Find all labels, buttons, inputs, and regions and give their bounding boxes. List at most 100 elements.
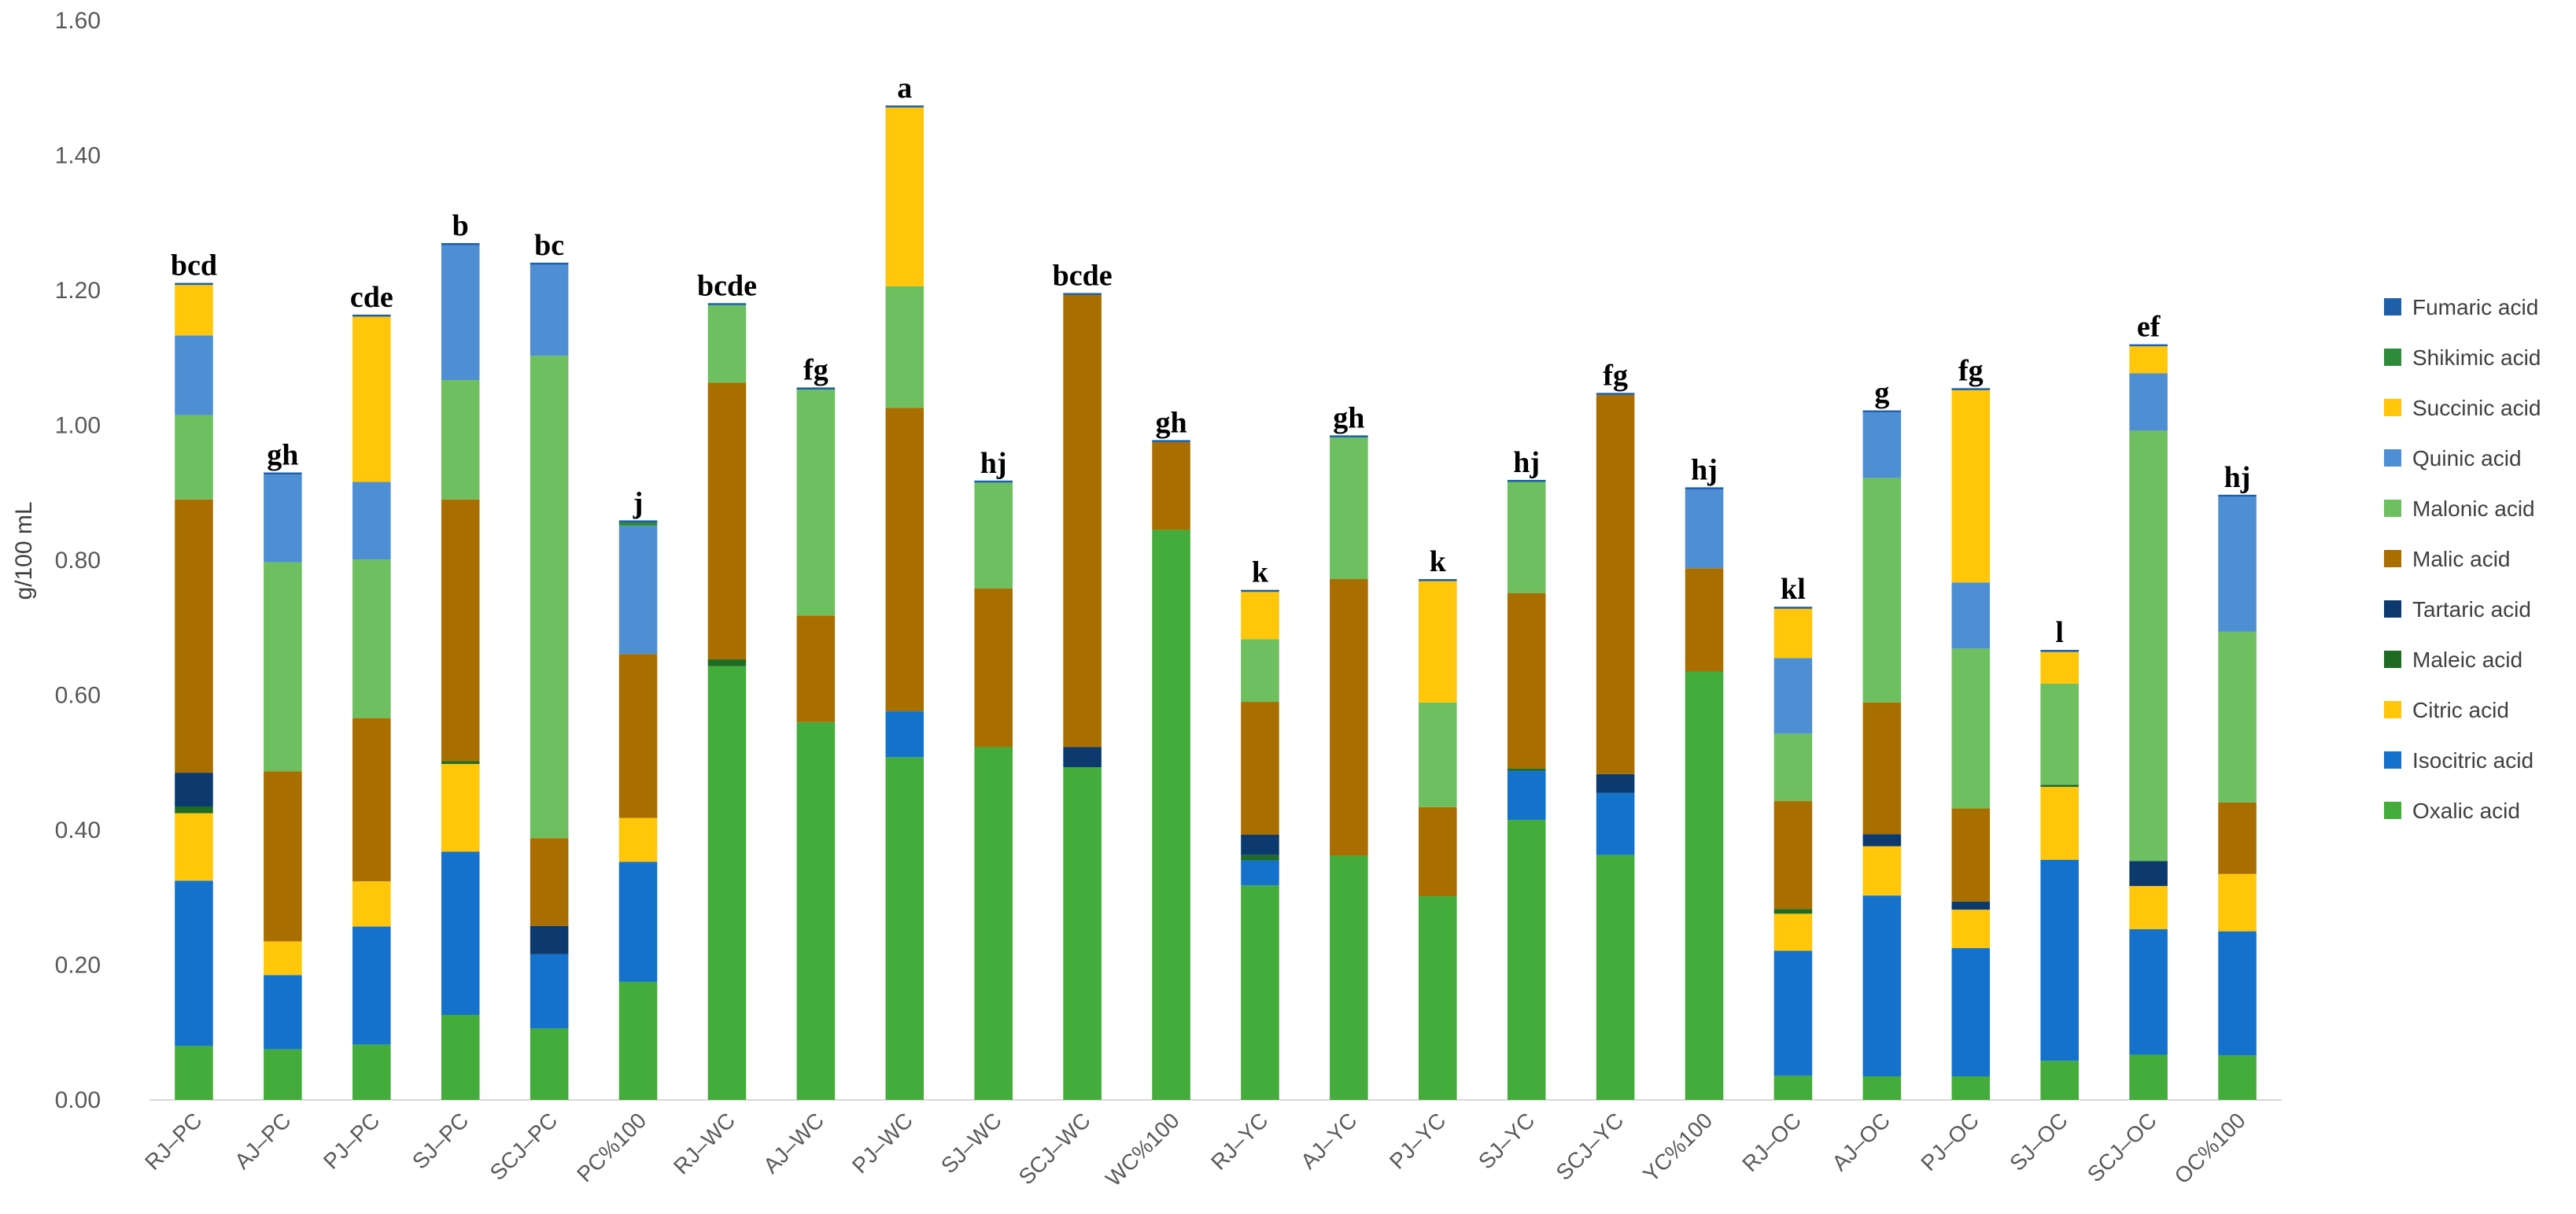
bar-segment [264, 975, 302, 1050]
bar-segment [1241, 854, 1279, 861]
bar-segment [441, 851, 480, 1015]
bar-segment [1773, 909, 1813, 914]
category-label: SCJ–PC [485, 1108, 563, 1185]
category-label: AJ–OC [1827, 1108, 1895, 1175]
bar-segment [264, 771, 302, 942]
bar-segment [1862, 846, 1902, 896]
bar-segment [1241, 592, 1279, 640]
bar-segment [1862, 410, 1902, 413]
legend-item: Shikimic acid [2384, 345, 2541, 370]
bar-stack [1596, 393, 1635, 1100]
bar-segment [2129, 430, 2168, 862]
bar-segment [1862, 1076, 1902, 1100]
category-label: SJ–PC [408, 1108, 474, 1174]
bar-segment [1862, 702, 1902, 835]
y-tick-label: 1.20 [55, 278, 101, 304]
bar-segment [1507, 479, 1546, 482]
bar-segment [1773, 1076, 1813, 1100]
category-label: PJ–OC [1916, 1108, 1984, 1175]
bar-segment [1773, 801, 1813, 910]
bar-stack [618, 520, 658, 1100]
bar-segment [1419, 896, 1457, 1100]
category-label: PJ–YC [1385, 1108, 1451, 1174]
bar-segment [1507, 593, 1546, 769]
bar-segment [1241, 639, 1279, 703]
bar-stack [1685, 487, 1724, 1100]
legend-item: Citric acid [2384, 698, 2509, 722]
legend-swatch [2384, 651, 2401, 668]
bar-segment [2040, 784, 2079, 788]
bar-segment [1419, 702, 1457, 807]
category-label: RJ–WC [669, 1108, 740, 1179]
bar-segment [1330, 579, 1368, 856]
bar-segment [2129, 929, 2168, 1055]
legend-swatch [2384, 500, 2401, 517]
bar-segment [2218, 802, 2257, 874]
legend-label: Isocitric acid [2412, 748, 2534, 773]
category-label: AJ–WC [758, 1108, 829, 1178]
bar-segment [530, 954, 569, 1029]
bar-segment [1241, 589, 1279, 592]
bar-stack [974, 480, 1013, 1100]
legend-label: Malonic acid [2412, 496, 2535, 521]
bar-segment [2129, 1054, 2168, 1100]
bar-segment [530, 925, 569, 954]
bar-segment [1330, 437, 1368, 580]
category-label: SJ–OC [2005, 1108, 2072, 1175]
bar-stack [796, 387, 836, 1100]
bar-stack [1152, 440, 1190, 1100]
bar-segment [1152, 441, 1190, 530]
bar-segment [618, 981, 658, 1100]
legend-label: Malic acid [2412, 547, 2510, 571]
bar-segment [2218, 494, 2257, 497]
category-label: PJ–PC [319, 1108, 385, 1174]
bar-segment [1241, 885, 1279, 1100]
legend-item: Succinic acid [2384, 396, 2541, 420]
bar-segment [885, 107, 924, 286]
significance-letter: gh [1155, 406, 1187, 439]
bar-segment [974, 480, 1013, 483]
legend-label: Fumaric acid [2412, 295, 2538, 319]
bar-segment [352, 718, 391, 882]
category-label: OC%100 [2170, 1108, 2250, 1188]
bar-segment [1330, 435, 1368, 437]
bar-stack [2129, 344, 2168, 1100]
significance-letter: l [2055, 616, 2064, 649]
bar-segment [352, 316, 391, 482]
category-label: SJ–YC [1474, 1108, 1540, 1174]
bar-segment [1419, 579, 1457, 581]
bar-segment [1152, 530, 1190, 1100]
bar-segment [1773, 608, 1813, 659]
bar-segment [441, 242, 480, 245]
significance-letter: fg [1958, 354, 1984, 387]
significance-letter: hj [1513, 446, 1540, 479]
bar-stack [1862, 410, 1902, 1100]
legend-item: Maleic acid [2384, 648, 2522, 672]
bar-segment [2129, 344, 2168, 347]
bar-segment [1330, 855, 1368, 1100]
category-label: SCJ–WC [1014, 1108, 1095, 1189]
bar-segment [1951, 948, 1991, 1076]
bar-segment [618, 522, 658, 526]
legend-swatch [2384, 449, 2401, 467]
bar-segment [441, 380, 480, 500]
bar-segment [2218, 873, 2257, 932]
significance-letter: hj [2224, 461, 2251, 494]
bar-stack [1241, 589, 1279, 1100]
bar-stack [175, 282, 213, 1100]
bar-segment [2218, 1055, 2257, 1100]
bar-segment [530, 356, 569, 839]
bar-segment [175, 499, 213, 773]
significance-letter: a [897, 72, 912, 105]
bar-stack [530, 262, 569, 1100]
bar-segment [2040, 651, 2079, 684]
bar-segment [1063, 747, 1102, 768]
legend-item: Quinic acid [2384, 446, 2522, 470]
legend-label: Quinic acid [2412, 446, 2522, 470]
bar-segment [175, 1046, 213, 1100]
bar-segment [2218, 631, 2257, 803]
bar-segment [2040, 859, 2079, 1061]
bar-segment [2129, 373, 2168, 431]
bar-segment [1685, 489, 1724, 569]
bar-segment [2040, 1061, 2079, 1100]
